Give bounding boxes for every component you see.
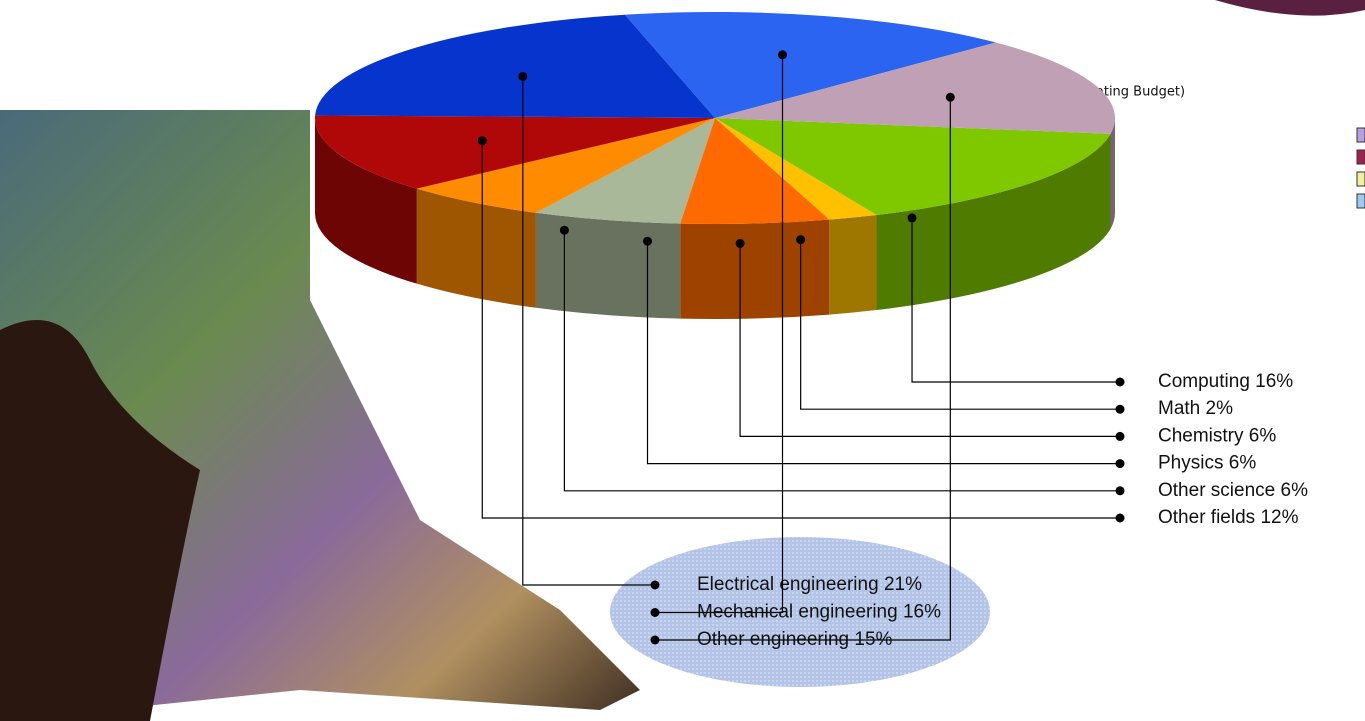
label-dot [1115,459,1125,469]
slice [715,118,1111,215]
label-dot [650,635,660,645]
slice-label: Chemistry 6% [1158,425,1276,446]
category-name: Other science [1158,480,1275,501]
label-bubble [610,537,990,687]
slice [680,118,830,224]
value-label: 21% [884,574,922,595]
category-name: Physics [1158,453,1223,474]
slice [624,12,996,119]
slice [535,118,715,224]
pie [315,12,1115,319]
slice [715,118,877,220]
category-name: Electrical engineering [697,574,879,595]
label-dot [1115,404,1125,414]
photo-figure [0,320,200,721]
slice-label: Math 2% [1158,398,1233,419]
slice-label: Physics 6% [1158,453,1256,474]
slice-side [680,219,830,319]
leader-line [800,239,1120,410]
leader-line [563,230,1120,492]
corner-shape [1215,0,1365,16]
value-label: 6% [1249,425,1277,446]
value-label: 12% [1260,507,1298,528]
slice [416,118,715,213]
leader-line [655,54,784,614]
label-dot [1115,431,1125,441]
slice-label: Electrical engineering 21% [697,574,922,595]
legend-swatch [1356,127,1365,143]
slice-label: Other engineering 15% [697,629,893,650]
slice-side [1110,118,1115,229]
category-name: Chemistry [1158,425,1244,446]
legend-swatch [1356,193,1365,209]
leader-line [522,76,655,586]
slice-side [315,118,417,284]
value-label: 6% [1281,480,1309,501]
legend-swatch [1356,149,1365,165]
leader-line [739,243,1120,437]
leader-line [911,217,1120,383]
slice-label: Computing 16% [1158,371,1293,392]
category-name: Computing [1158,371,1250,392]
slice-label: Mechanical engineering 16% [697,602,941,623]
labels: Computing 16%Math 2%Chemistry 6%Physics … [477,50,1308,650]
leader-line [646,241,1120,465]
label-dot [1115,377,1125,387]
legend-swatch [1356,171,1365,187]
slice [315,14,715,119]
value-label: 6% [1229,453,1257,474]
label-dot [650,608,660,617]
category-name: Math [1158,398,1200,419]
value-label: 16% [1255,371,1293,392]
leader-line [481,140,1120,519]
value-label: 15% [854,629,892,650]
label-dot [1115,513,1125,523]
leader-line [655,97,951,641]
slice-label: Other science 6% [1158,480,1308,501]
label-dot [1115,486,1125,496]
category-name: Mechanical engineering [697,602,898,623]
slice-side [829,214,877,315]
value-label: 2% [1206,398,1234,419]
category-name: Other engineering [697,629,849,650]
slice [315,115,715,189]
slice-side [416,188,536,308]
slice-side [535,212,681,319]
slice-label: Other fields 12% [1158,507,1299,528]
value-label: 16% [903,602,941,623]
slice [715,42,1115,134]
slice-side [876,133,1111,310]
category-name: Other fields [1158,507,1255,528]
label-dot [650,580,660,590]
